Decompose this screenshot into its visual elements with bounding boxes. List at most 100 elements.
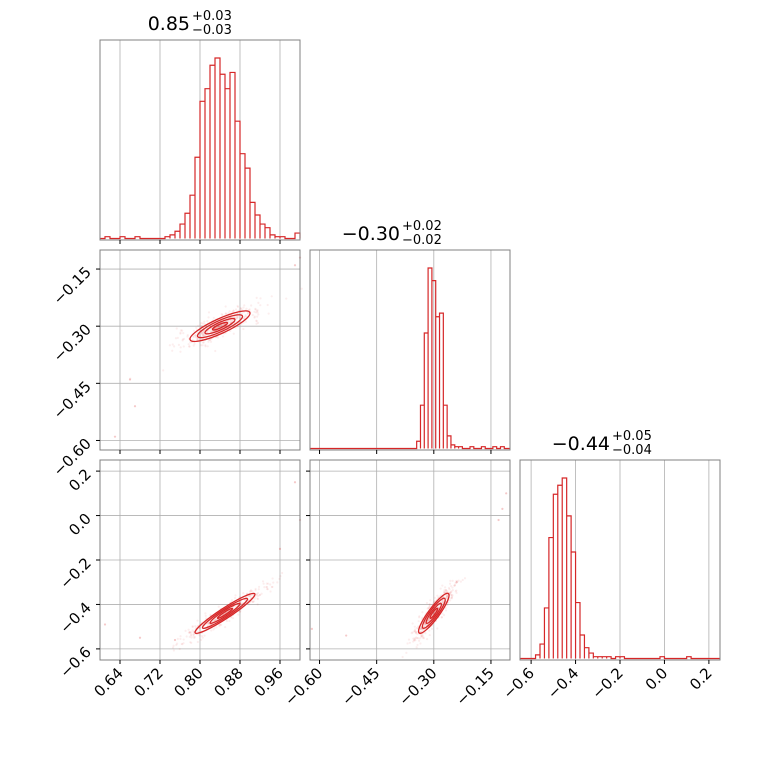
sample-point — [201, 334, 204, 337]
sample-point — [229, 319, 233, 322]
sample-point — [202, 341, 205, 344]
x-tick-label-p2-1: −0.4 — [544, 664, 582, 702]
sample-point — [443, 586, 447, 589]
sample-point — [449, 591, 453, 594]
sample-point — [437, 606, 440, 609]
sample-point — [215, 626, 218, 629]
sample-point — [427, 618, 430, 622]
sample-point — [190, 634, 193, 637]
sample-point — [420, 626, 423, 630]
sample-point — [428, 603, 432, 606]
sample-point — [173, 345, 176, 348]
contour-level-1 — [209, 602, 241, 624]
sample-point — [443, 591, 446, 594]
sample-point — [191, 629, 194, 632]
sample-point — [219, 623, 222, 626]
sample-point — [206, 331, 209, 334]
sample-point — [179, 332, 182, 335]
sample-point — [420, 627, 423, 630]
sample-point — [433, 596, 436, 599]
y-tick-label-p2-1: −0.4 — [56, 599, 94, 637]
contour-level-1 — [425, 602, 443, 624]
sample-point — [424, 632, 427, 635]
sample-point — [416, 633, 419, 636]
sample-point — [445, 595, 449, 598]
sample-point — [445, 595, 449, 598]
sample-point — [269, 590, 272, 593]
sample-point — [242, 592, 245, 595]
sample-point — [251, 600, 254, 603]
sample-point — [266, 588, 269, 591]
sample-point — [440, 615, 443, 619]
sample-point — [192, 344, 195, 347]
sample-point — [201, 330, 204, 333]
sample-point — [168, 344, 171, 347]
sample-point — [246, 312, 249, 316]
sample-point — [239, 610, 242, 614]
sample-point — [255, 296, 258, 299]
sample-point — [420, 634, 423, 638]
sample-point — [196, 640, 199, 644]
sample-point — [265, 582, 268, 585]
sample-point — [242, 306, 245, 309]
sample-point — [190, 633, 193, 636]
x-tick-label-p2-0: −0.6 — [499, 664, 537, 702]
sample-point — [188, 345, 191, 348]
joint-panel-p0-p2 — [103, 481, 302, 652]
sample-point — [417, 639, 421, 642]
outlier-point-5 — [455, 581, 458, 584]
sample-point — [179, 346, 182, 349]
sample-point — [209, 340, 213, 343]
sample-point — [203, 333, 207, 336]
sample-point — [204, 345, 207, 348]
sample-point — [423, 623, 427, 626]
sample-point — [200, 322, 203, 325]
title-median-p2: −0.44 — [552, 433, 610, 455]
title-median-p1: −0.30 — [342, 223, 400, 245]
sample-point — [272, 581, 275, 584]
sample-point — [209, 613, 212, 617]
sample-point — [189, 631, 192, 634]
sample-point — [199, 344, 203, 347]
sample-point — [441, 601, 444, 604]
sample-point — [253, 315, 256, 318]
y-tick-label-p1-1: −0.45 — [50, 377, 95, 422]
sample-point — [171, 349, 174, 352]
sample-point — [254, 587, 257, 591]
sample-point — [181, 643, 184, 646]
sample-point — [444, 591, 447, 594]
sample-point — [256, 315, 259, 318]
sample-point — [425, 638, 429, 641]
sample-point — [171, 646, 175, 649]
sample-point — [416, 636, 419, 640]
x-tick-label-p2-2: −0.2 — [588, 664, 626, 702]
x-tick-label-p2-3: 0.0 — [642, 664, 672, 694]
sample-point — [239, 601, 242, 604]
sample-point — [256, 321, 260, 325]
sample-point — [243, 304, 246, 307]
sample-point — [421, 611, 424, 614]
sample-point — [220, 313, 223, 316]
title-minus-p0: −0.03 — [192, 23, 232, 38]
sample-point — [259, 593, 262, 596]
sample-point — [426, 607, 429, 610]
x-tick-label-p0-1: 0.72 — [130, 664, 166, 700]
sample-point — [266, 303, 269, 307]
y-tick-label-p2-0: −0.6 — [56, 643, 94, 681]
sample-point — [443, 590, 446, 593]
sample-point — [414, 631, 418, 634]
sample-point — [202, 331, 205, 334]
sample-point — [427, 618, 430, 622]
sample-point — [453, 584, 456, 587]
sample-point — [436, 594, 439, 597]
sample-point — [253, 316, 256, 319]
sample-point — [411, 622, 414, 625]
x-tick-label-p1-2: −0.30 — [395, 664, 440, 709]
outlier-point-2 — [278, 547, 282, 550]
sample-point — [186, 335, 189, 338]
sample-point — [428, 603, 431, 606]
sample-point — [244, 315, 247, 318]
sample-point — [450, 593, 453, 597]
sample-point — [222, 323, 226, 326]
sample-point — [221, 324, 224, 327]
